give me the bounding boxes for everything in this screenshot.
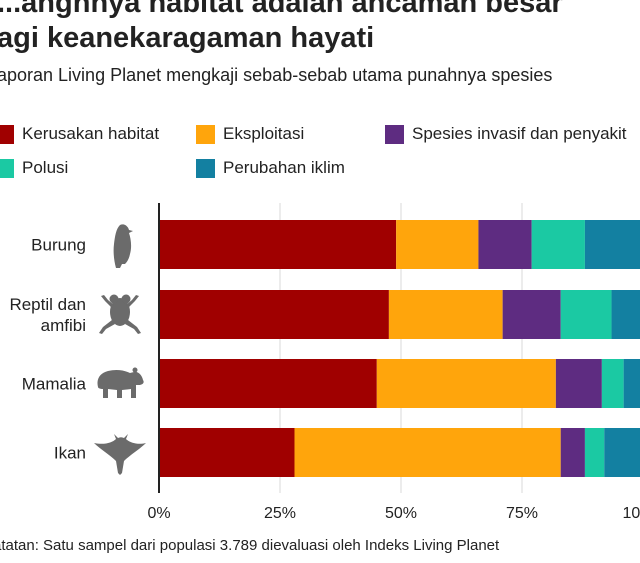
- chart-title: ...anghnya habitat adalah ancaman besar …: [0, 0, 640, 56]
- legend-swatch-spesies-invasif: [385, 124, 404, 144]
- bar-ikan-eksploitasi: [294, 428, 561, 477]
- bar-ikan-perubahan-iklim: [604, 428, 640, 477]
- bar-burung-kerusakan-habitat: [159, 220, 397, 269]
- bar-reptil-dan-amfibi-polusi: [560, 290, 612, 339]
- bar-ikan-polusi: [584, 428, 605, 477]
- legend-item-eksploitasi: Eksploitasi: [196, 124, 304, 144]
- bar-burung-perubahan-iklim: [584, 220, 640, 269]
- legend-item-kerusakan-habitat: Kerusakan habitat: [0, 124, 159, 144]
- legend-item-polusi: Polusi: [0, 158, 68, 178]
- x-tick-label-25: 25%: [264, 505, 296, 522]
- chart-subtitle: aporan Living Planet mengkaji sebab-seba…: [0, 65, 553, 85]
- category-label-reptil-dan-amfibi: Reptil dan amfibi: [9, 295, 86, 335]
- legend-swatch-perubahan-iklim: [196, 158, 215, 178]
- bar-mamalia-kerusakan-habitat: [159, 359, 377, 408]
- bar-burung-spesies-invasif-dan-penyakit: [478, 220, 532, 269]
- bar-mamalia-spesies-invasif-dan-penyakit: [555, 359, 602, 408]
- legend-label-perubahan-iklim: Perubahan iklim: [223, 158, 345, 177]
- x-tick-label-75: 75%: [506, 505, 538, 522]
- legend-item-perubahan-iklim: Perubahan iklim: [196, 158, 345, 178]
- legend-label-kerusakan-habitat: Kerusakan habitat: [22, 124, 160, 143]
- bar-burung-polusi: [531, 220, 585, 269]
- bar-reptil-dan-amfibi-kerusakan-habitat: [159, 290, 389, 339]
- x-axis-ticks: 0% 25% 50% 75% 100%: [147, 203, 640, 522]
- bar-mamalia-polusi: [601, 359, 624, 408]
- category-labels: Burung Reptil dan amfibi Mamalia Ikan: [9, 236, 86, 463]
- category-label-burung: Burung: [31, 236, 86, 255]
- category-label-ikan: Ikan: [54, 444, 86, 463]
- bar-mamalia-eksploitasi: [376, 359, 556, 408]
- legend-swatch-polusi: [0, 158, 14, 178]
- bird-icon: [113, 224, 133, 268]
- bear-icon: [97, 367, 144, 398]
- legend-swatch-kerusakan-habitat: [0, 124, 14, 144]
- x-tick-label-0: 0%: [147, 505, 170, 522]
- legend-label-spesies-invasif: Spesies invasif dan penyakit: [412, 124, 627, 143]
- legend-label-polusi: Polusi: [22, 158, 69, 177]
- legend-label-eksploitasi: Eksploitasi: [223, 124, 305, 143]
- bar-ikan-kerusakan-habitat: [159, 428, 295, 477]
- bar-burung-eksploitasi: [396, 220, 479, 269]
- x-tick-label-50: 50%: [385, 505, 417, 522]
- bar-reptil-dan-amfibi-spesies-invasif-dan-penyakit: [502, 290, 561, 339]
- frog-icon: [99, 294, 141, 334]
- bar-mamalia-perubahan-iklim: [623, 359, 640, 408]
- chart-title-line-1: ...anghnya habitat adalah ancaman besar: [0, 0, 563, 19]
- manta-ray-icon: [94, 434, 146, 475]
- legend-swatch-eksploitasi: [196, 124, 215, 144]
- legend-item-spesies-invasif: Spesies invasif dan penyakit: [385, 124, 627, 144]
- category-label-mamalia: Mamalia: [22, 375, 87, 394]
- category-icons: [94, 224, 146, 475]
- chart-note: atatan: Satu sampel dari populasi 3.789 …: [0, 537, 500, 554]
- x-tick-label-100: 100%: [623, 505, 640, 522]
- bars: [159, 220, 640, 477]
- chart-title-line-2: agi keanekaragaman hayati: [0, 22, 375, 54]
- bar-reptil-dan-amfibi-eksploitasi: [388, 290, 503, 339]
- bar-reptil-dan-amfibi-perubahan-iklim: [611, 290, 640, 339]
- bar-ikan-spesies-invasif-dan-penyakit: [560, 428, 585, 477]
